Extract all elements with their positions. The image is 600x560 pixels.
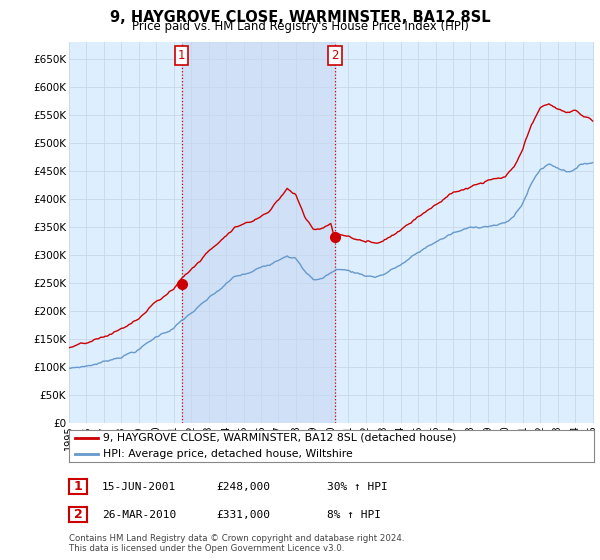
Text: £331,000: £331,000: [216, 510, 270, 520]
Text: 2: 2: [331, 49, 338, 62]
Text: 9, HAYGROVE CLOSE, WARMINSTER, BA12 8SL: 9, HAYGROVE CLOSE, WARMINSTER, BA12 8SL: [110, 10, 490, 25]
Text: Price paid vs. HM Land Registry's House Price Index (HPI): Price paid vs. HM Land Registry's House …: [131, 20, 469, 33]
Text: 26-MAR-2010: 26-MAR-2010: [102, 510, 176, 520]
Text: 9, HAYGROVE CLOSE, WARMINSTER, BA12 8SL (detached house): 9, HAYGROVE CLOSE, WARMINSTER, BA12 8SL …: [103, 433, 457, 442]
Text: £248,000: £248,000: [216, 482, 270, 492]
Bar: [182, 42, 335, 423]
Text: 2: 2: [74, 508, 82, 521]
Text: 1: 1: [178, 49, 185, 62]
Text: 30% ↑ HPI: 30% ↑ HPI: [327, 482, 388, 492]
Text: Contains HM Land Registry data © Crown copyright and database right 2024.
This d: Contains HM Land Registry data © Crown c…: [69, 534, 404, 553]
Text: HPI: Average price, detached house, Wiltshire: HPI: Average price, detached house, Wilt…: [103, 449, 353, 459]
Text: 8% ↑ HPI: 8% ↑ HPI: [327, 510, 381, 520]
Text: 1: 1: [74, 480, 82, 493]
Text: 15-JUN-2001: 15-JUN-2001: [102, 482, 176, 492]
